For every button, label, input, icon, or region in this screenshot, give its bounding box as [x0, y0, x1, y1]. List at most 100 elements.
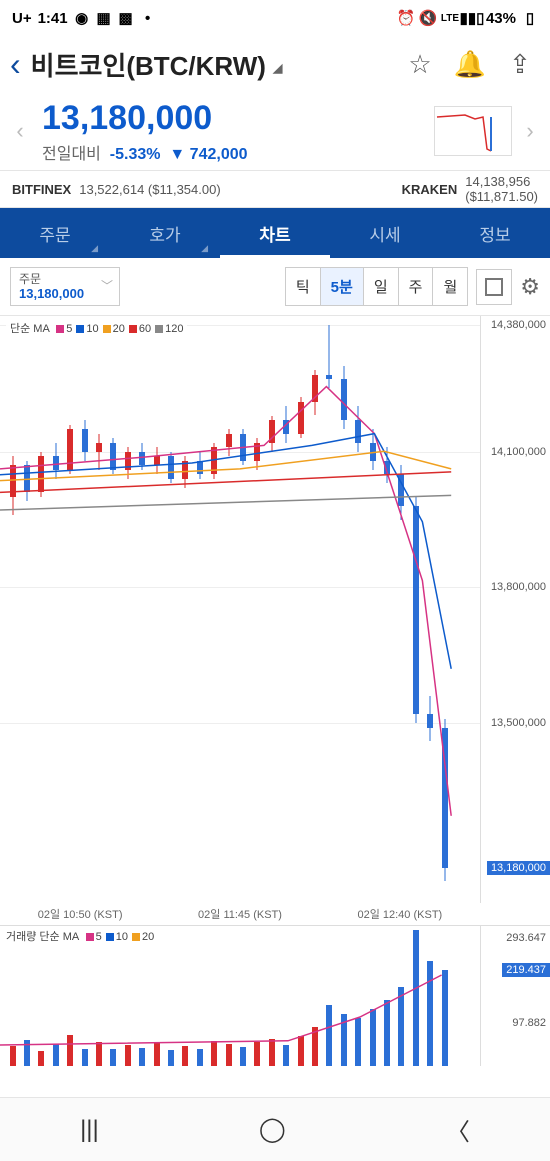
- volume-y-axis: 293.647 219.437 97.882: [480, 926, 550, 1066]
- tab-주문[interactable]: 주문◢: [0, 208, 110, 258]
- volume-bar: [398, 987, 404, 1066]
- y-axis: 14,380,00014,100,00013,800,00013,500,000…: [480, 316, 550, 903]
- tab-차트[interactable]: 차트: [220, 208, 330, 258]
- price-change: 전일대비 -5.33% ▼ 742,000: [42, 140, 434, 164]
- volume-bar: [326, 1005, 332, 1066]
- change-pct: -5.33%: [110, 146, 161, 163]
- price-row: ‹ 13,180,000 전일대비 -5.33% ▼ 742,000 ›: [0, 92, 550, 170]
- alert-button[interactable]: 🔔: [450, 49, 490, 80]
- timeframe-group: 틱5분일주월: [285, 267, 468, 306]
- settings-button[interactable]: ⚙: [520, 274, 540, 300]
- timeframe-5분[interactable]: 5분: [321, 268, 364, 305]
- volume-bar: [125, 1045, 131, 1066]
- favorite-button[interactable]: ☆: [400, 49, 440, 80]
- candle-type-button[interactable]: [476, 269, 512, 305]
- tab-시세[interactable]: 시세: [330, 208, 440, 258]
- volume-bar: [226, 1044, 232, 1066]
- exchange-2-price: 14,138,956 ($11,871.50): [465, 174, 538, 204]
- vol-y-label: 97.882: [512, 1017, 546, 1029]
- volume-bar: [370, 1009, 376, 1066]
- volume-bar: [139, 1048, 145, 1066]
- volume-bar: [53, 1044, 59, 1066]
- y-label: 14,100,000: [491, 446, 546, 458]
- vol-y-label: 293.647: [506, 932, 546, 944]
- volume-bar: [254, 1042, 260, 1067]
- volume-bar: [38, 1051, 44, 1066]
- mute-icon: 🔇: [420, 10, 436, 26]
- share-button[interactable]: ⇪: [500, 49, 540, 80]
- volume-chart[interactable]: 거래량 단순 MA 51020 293.647 219.437 97.882: [0, 926, 550, 1066]
- x-label: 02일 11:45 (KST): [198, 906, 282, 922]
- volume-bar: [283, 1045, 289, 1066]
- volume-bar: [427, 961, 433, 1066]
- recents-button[interactable]: |||: [80, 1116, 99, 1144]
- price-chart[interactable]: 단순 MA 5102060120 14,380,00014,100,00013,…: [0, 316, 550, 926]
- volume-bar: [355, 1018, 361, 1066]
- lte-icon: LTE: [442, 10, 458, 26]
- volume-bar: [10, 1046, 16, 1066]
- volume-bar: [24, 1040, 30, 1066]
- exchange-ticker: BITFINEX 13,522,614 ($11,354.00) KRAKEN …: [0, 170, 550, 208]
- dropdown-icon: ◢: [201, 243, 208, 254]
- timeframe-주[interactable]: 주: [399, 268, 434, 305]
- dropdown-icon: ◢: [273, 61, 282, 75]
- volume-bar: [384, 1000, 390, 1066]
- x-axis: 02일 10:50 (KST) 02일 11:45 (KST) 02일 12:40 …: [0, 903, 480, 925]
- sparkline: [434, 106, 512, 156]
- page-title[interactable]: 비트코인(BTC/KRW) ◢: [31, 46, 390, 83]
- volume-bar: [442, 970, 448, 1066]
- home-button[interactable]: ◯: [259, 1115, 286, 1144]
- order-dd-value: 13,180,000: [19, 286, 111, 302]
- volume-bar: [240, 1047, 246, 1066]
- x-label: 02일 10:50 (KST): [38, 906, 123, 922]
- location-icon: ◉: [74, 10, 90, 26]
- back-button[interactable]: ‹: [10, 46, 21, 83]
- volume-bar: [168, 1050, 174, 1066]
- current-price: 13,180,000: [42, 99, 434, 138]
- carrier: U+: [12, 10, 32, 27]
- volume-bar: [341, 1014, 347, 1067]
- ma-legend: 단순 MA 5102060120: [6, 318, 187, 338]
- timeframe-일[interactable]: 일: [364, 268, 399, 305]
- chevron-down-icon: ﹀: [101, 279, 113, 293]
- prev-label: 전일대비: [42, 146, 101, 163]
- next-coin-button[interactable]: ›: [518, 118, 542, 144]
- prev-coin-button[interactable]: ‹: [8, 118, 32, 144]
- exchange-2-name: KRAKEN: [402, 182, 458, 197]
- volume-legend: 거래량 단순 MA 51020: [6, 928, 154, 944]
- timeframe-월[interactable]: 월: [433, 268, 467, 305]
- volume-bar: [110, 1049, 116, 1066]
- order-dd-label: 주문: [19, 272, 111, 286]
- tab-호가[interactable]: 호가◢: [110, 208, 220, 258]
- vol-y-label: 219.437: [502, 963, 550, 977]
- title-text: 비트코인(BTC/KRW): [31, 51, 266, 81]
- volume-bar: [312, 1027, 318, 1066]
- volume-bar: [211, 1041, 217, 1066]
- volume-bar: [269, 1039, 275, 1066]
- volume-bar: [67, 1035, 73, 1066]
- timeframe-틱[interactable]: 틱: [286, 268, 321, 305]
- volume-bar: [154, 1043, 160, 1066]
- y-label: 13,180,000: [487, 861, 550, 875]
- change-diff: ▼ 742,000: [169, 146, 247, 163]
- x-label: 02일 12:40 (KST): [357, 906, 442, 922]
- volume-bar: [182, 1046, 188, 1066]
- gallery-icon: ▦: [96, 10, 112, 26]
- app-icon: ▩: [118, 10, 134, 26]
- exchange-1-price: 13,522,614 ($11,354.00): [79, 182, 401, 197]
- exchange-1-name: BITFINEX: [12, 182, 71, 197]
- volume-bar: [82, 1049, 88, 1067]
- tab-정보[interactable]: 정보: [440, 208, 550, 258]
- order-dropdown[interactable]: 주문 13,180,000 ﹀: [10, 267, 120, 307]
- system-nav-bar: ||| ◯ 〈: [0, 1097, 550, 1161]
- more-icon: •: [140, 10, 156, 26]
- alarm-icon: ⏰: [398, 10, 414, 26]
- y-label: 13,800,000: [491, 581, 546, 593]
- battery-pct: 43%: [486, 10, 516, 27]
- main-tabs: 주문◢호가◢차트시세정보: [0, 208, 550, 258]
- volume-bar: [197, 1049, 203, 1067]
- y-label: 13,500,000: [491, 717, 546, 729]
- system-back-button[interactable]: 〈: [446, 1112, 470, 1147]
- chart-controls: 주문 13,180,000 ﹀ 틱5분일주월 ⚙: [0, 258, 550, 316]
- header: ‹ 비트코인(BTC/KRW) ◢ ☆ 🔔 ⇪: [0, 36, 550, 92]
